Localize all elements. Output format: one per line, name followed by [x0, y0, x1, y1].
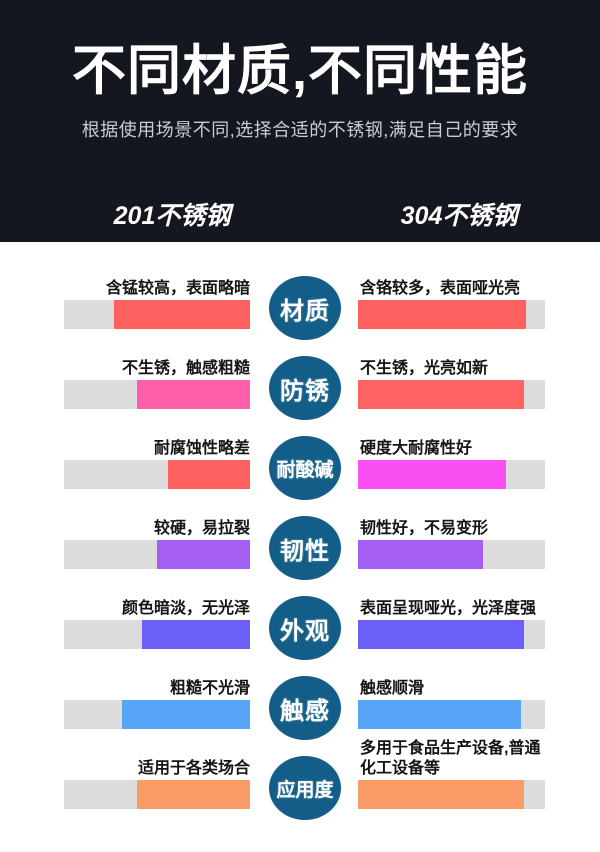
left-property-label: 粗糙不光滑: [169, 680, 250, 697]
left-rating-bar: [64, 540, 250, 569]
right-property-label: 含铬较多，表面哑光亮: [360, 280, 521, 297]
left-rating-bar: [64, 700, 250, 729]
header-section: 不同材质,不同性能 根据使用场景不同,选择合适的不锈钢,满足自己的要求 201不…: [0, 0, 600, 242]
left-property-label: 适用于各类场合: [137, 760, 250, 777]
left-rating-fill: [114, 300, 250, 329]
property-category-badge: 应用度: [269, 756, 341, 820]
left-rating-fill: [136, 380, 250, 409]
column-header-201: 201不锈钢: [113, 202, 231, 230]
property-category-badge: 防锈: [269, 356, 341, 420]
right-rating-fill: [358, 540, 484, 569]
left-property-label: 不生锈，触感粗糙: [121, 360, 250, 377]
right-property-label: 表面呈现哑光，光泽度强: [360, 600, 537, 617]
property-category-badge: 外观: [269, 596, 341, 660]
right-rating-bar: [358, 460, 545, 489]
left-rating-fill: [142, 620, 250, 649]
left-rating-bar: [64, 300, 250, 329]
right-rating-bar: [358, 540, 545, 569]
right-rating-fill: [358, 780, 525, 809]
right-property-label: 硬度大耐腐性好: [360, 440, 473, 457]
left-rating-fill: [121, 700, 250, 729]
right-rating-fill: [358, 700, 521, 729]
comparison-row: 较硬，易拉裂 韧性 韧性好，不易变形: [0, 508, 600, 588]
right-property-label: 不生锈，光亮如新: [360, 360, 489, 377]
right-rating-bar: [358, 700, 545, 729]
left-rating-bar: [64, 460, 250, 489]
left-rating-fill: [157, 540, 250, 569]
comparison-row: 耐腐蚀性略差 耐酸碱 硬度大耐腐性好: [0, 428, 600, 508]
comparison-rows: 含锰较高，表面略暗 材质 含铬较多，表面哑光亮 不生锈，触感粗糙 防锈 不生锈，…: [0, 242, 600, 828]
left-rating-bar: [64, 780, 250, 809]
left-property-label: 较硬，易拉裂: [153, 520, 250, 537]
comparison-row: 不生锈，触感粗糙 防锈 不生锈，光亮如新: [0, 348, 600, 428]
left-rating-bar: [64, 380, 250, 409]
property-category-badge: 韧性: [269, 516, 341, 580]
right-rating-fill: [358, 300, 527, 329]
property-category-badge: 触感: [269, 676, 341, 740]
left-property-label: 颜色暗淡，无光泽: [121, 600, 250, 617]
left-rating-fill: [136, 780, 250, 809]
left-property-label: 含锰较高，表面略暗: [105, 280, 250, 297]
comparison-row: 适用于各类场合 应用度 多用于食品生产设备,普通化工设备等: [0, 740, 600, 828]
right-rating-bar: [358, 620, 545, 649]
property-category-badge: 材质: [269, 276, 341, 340]
right-rating-bar: [358, 300, 545, 329]
right-rating-bar: [358, 380, 545, 409]
left-rating-fill: [168, 460, 250, 489]
property-category-badge: 耐酸碱: [269, 436, 341, 500]
page-subtitle: 根据使用场景不同,选择合适的不锈钢,满足自己的要求: [81, 120, 519, 141]
page-title: 不同材质,不同性能: [71, 41, 528, 101]
left-rating-bar: [64, 620, 250, 649]
column-header-304: 304不锈钢: [400, 202, 518, 230]
left-property-label: 耐腐蚀性略差: [153, 440, 250, 457]
right-property-label: 触感顺滑: [360, 680, 425, 697]
right-rating-fill: [358, 620, 525, 649]
right-property-label: 韧性好，不易变形: [360, 520, 489, 537]
right-rating-bar: [358, 780, 545, 809]
right-rating-fill: [358, 460, 506, 489]
right-rating-fill: [358, 380, 525, 409]
comparison-row: 颜色暗淡，无光泽 外观 表面呈现哑光，光泽度强: [0, 588, 600, 668]
right-property-label: 多用于食品生产设备,普通化工设备等: [360, 740, 541, 777]
comparison-row: 含锰较高，表面略暗 材质 含铬较多，表面哑光亮: [0, 268, 600, 348]
comparison-row: 粗糙不光滑 触感 触感顺滑: [0, 668, 600, 748]
